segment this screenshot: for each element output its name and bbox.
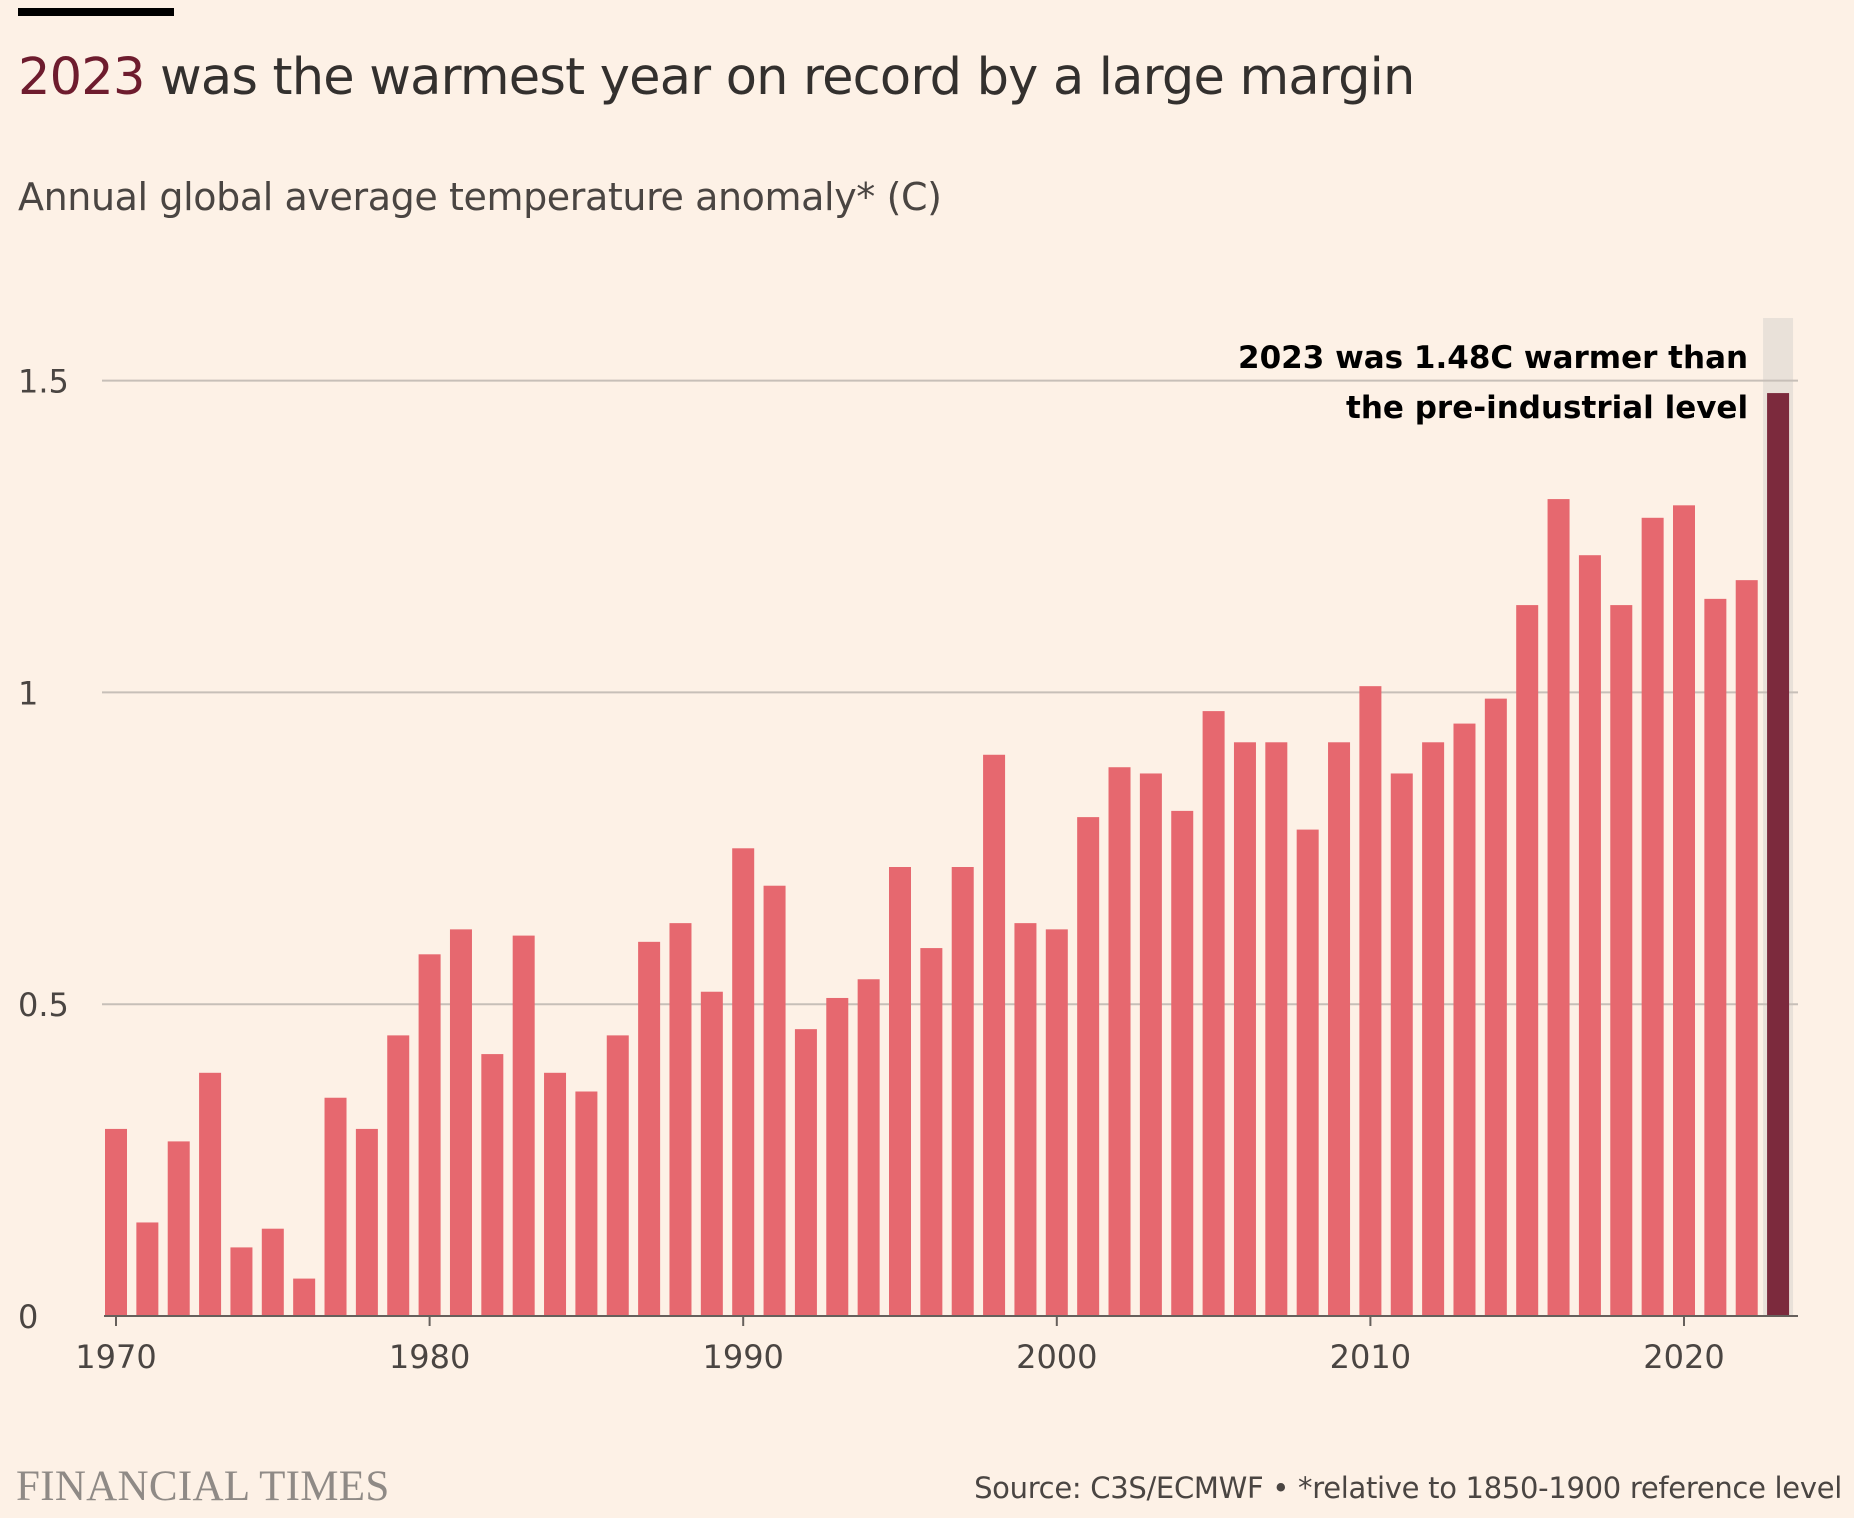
x-tick-label: 2020 xyxy=(1643,1338,1724,1376)
y-tick-label: 1 xyxy=(18,674,38,712)
bar-highlight-2023 xyxy=(1767,393,1790,1316)
gridlines xyxy=(102,379,1798,1006)
bar-1983 xyxy=(512,935,535,1316)
source-note: Source: C3S/ECMWF • *relative to 1850-19… xyxy=(974,1471,1842,1505)
bars xyxy=(105,393,1790,1317)
bar-1981 xyxy=(449,929,472,1316)
bar-2019 xyxy=(1641,517,1664,1316)
bar-2002 xyxy=(1108,767,1131,1316)
bar-1987 xyxy=(638,941,661,1316)
bar-2001 xyxy=(1077,817,1100,1316)
bar-1984 xyxy=(544,1072,567,1316)
bar-2017 xyxy=(1578,555,1601,1316)
bar-2013 xyxy=(1453,723,1476,1316)
bar-1980 xyxy=(418,954,441,1316)
bar-2018 xyxy=(1610,605,1633,1316)
bar-2009 xyxy=(1328,742,1351,1316)
bar-2012 xyxy=(1422,742,1445,1316)
bar-2016 xyxy=(1547,499,1570,1317)
bar-2000 xyxy=(1045,929,1068,1316)
chart-subtitle: Annual global average temperature anomal… xyxy=(18,175,942,219)
annotation-layer: 2023 was 1.48C warmer than the pre-indust… xyxy=(1238,340,1748,426)
bar-1994 xyxy=(857,979,880,1316)
bar-1999 xyxy=(1014,923,1037,1316)
bar-1975 xyxy=(261,1228,284,1316)
y-tick-label: 1.5 xyxy=(18,363,69,401)
x-tick-label: 1980 xyxy=(389,1338,470,1376)
bar-1985 xyxy=(575,1091,598,1316)
x-tick-label: 1990 xyxy=(702,1338,783,1376)
bar-2006 xyxy=(1233,742,1256,1316)
annotation-line-2: the pre-industrial level xyxy=(1346,390,1748,426)
ft-logo: FINANCIAL TIMES xyxy=(16,1463,390,1510)
y-tick-label: 0 xyxy=(18,1298,38,1336)
bar-1991 xyxy=(763,885,786,1316)
bar-2008 xyxy=(1296,829,1319,1316)
bar-1998 xyxy=(983,754,1006,1316)
bar-1989 xyxy=(700,991,723,1316)
bar-1988 xyxy=(669,923,692,1316)
bar-1977 xyxy=(324,1097,347,1316)
bar-2015 xyxy=(1516,605,1539,1316)
bar-1990 xyxy=(732,848,755,1316)
bar-1993 xyxy=(826,997,849,1316)
bar-2022 xyxy=(1735,580,1758,1316)
x-tick-label: 2010 xyxy=(1330,1338,1411,1376)
bar-1992 xyxy=(794,1029,817,1316)
bar-2003 xyxy=(1139,773,1162,1316)
x-tick-label: 1970 xyxy=(75,1338,156,1376)
bar-1982 xyxy=(481,1054,504,1316)
bar-1995 xyxy=(889,867,911,1316)
bar-2010 xyxy=(1359,686,1382,1316)
title-highlight-year: 2023 xyxy=(18,48,145,107)
bar-1974 xyxy=(230,1247,253,1316)
bar-1996 xyxy=(920,948,943,1316)
bar-2007 xyxy=(1265,742,1288,1316)
bar-2011 xyxy=(1390,773,1413,1316)
bar-1971 xyxy=(136,1222,159,1316)
bar-1986 xyxy=(606,1035,629,1316)
chart-title: 2023 was the warmest year on record by a… xyxy=(18,44,1415,112)
annotation-line-1: 2023 was 1.48C warmer than xyxy=(1238,340,1748,376)
bar-2020 xyxy=(1673,505,1695,1316)
bar-chart: 0 0.5 1 1.5 1970 1980 1990 2000 2010 2020 2023 wa… xyxy=(18,318,1798,1376)
bar-1978 xyxy=(355,1128,378,1316)
bar-1972 xyxy=(167,1141,190,1316)
bar-1973 xyxy=(199,1072,222,1316)
bar-1979 xyxy=(387,1035,410,1316)
bar-1976 xyxy=(293,1278,316,1316)
bar-2021 xyxy=(1704,598,1727,1316)
bar-2004 xyxy=(1171,810,1194,1316)
bar-2014 xyxy=(1484,698,1507,1316)
y-tick-label: 0.5 xyxy=(18,986,69,1024)
axes: 0 0.5 1 1.5 1970 1980 1990 2000 2010 2020 xyxy=(18,363,1798,1376)
bar-1970 xyxy=(105,1128,127,1316)
top-rule xyxy=(18,8,174,16)
bar-2005 xyxy=(1202,711,1225,1316)
x-tick-label: 2000 xyxy=(1016,1338,1097,1376)
title-text: was the warmest year on record by a larg… xyxy=(144,48,1415,107)
bar-1997 xyxy=(951,867,974,1316)
